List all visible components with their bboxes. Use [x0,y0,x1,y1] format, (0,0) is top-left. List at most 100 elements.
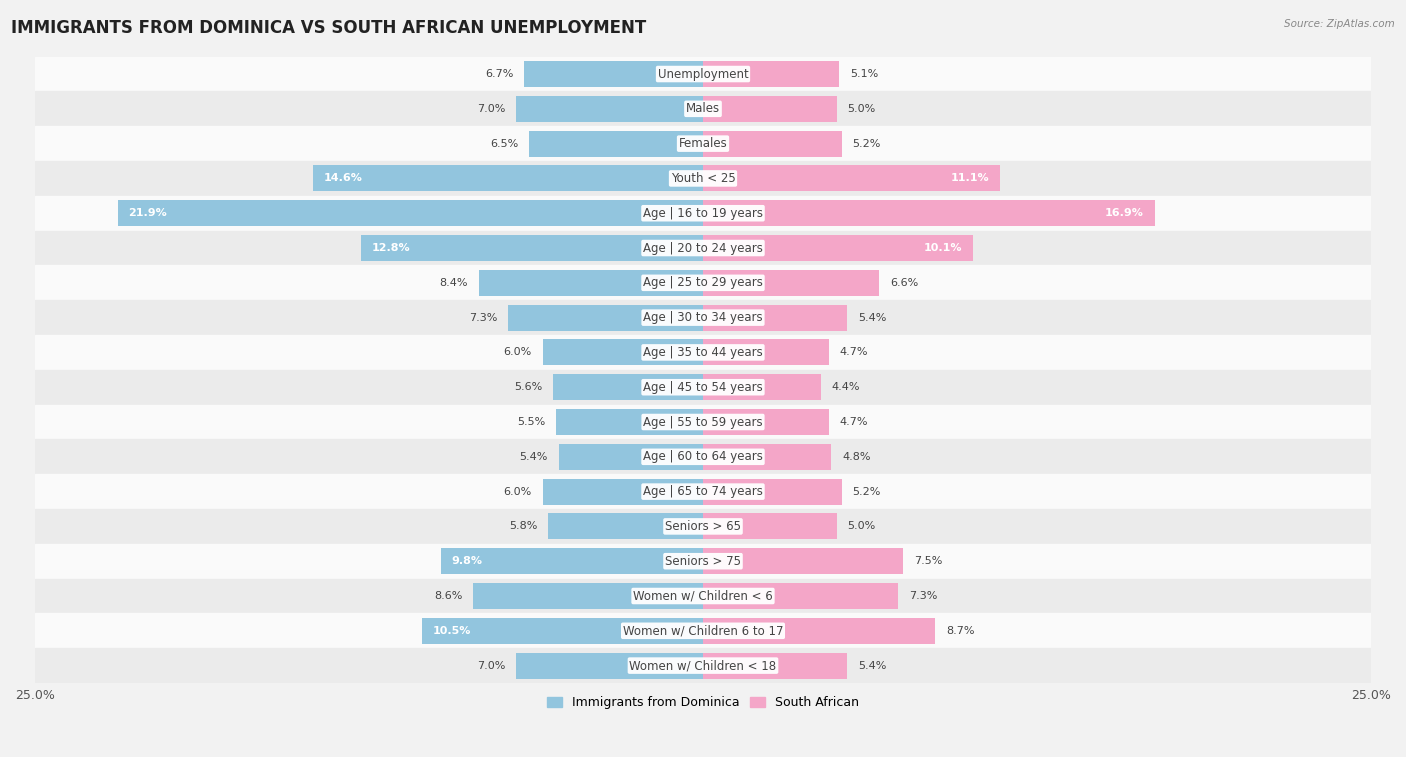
Bar [35,161,1371,196]
Text: Males: Males [686,102,720,115]
Bar [703,444,831,470]
Text: 7.3%: 7.3% [468,313,498,322]
Bar [35,92,1371,126]
Bar [361,235,703,261]
Bar [35,404,1371,439]
Text: 6.6%: 6.6% [890,278,918,288]
Bar [703,96,837,122]
Text: 21.9%: 21.9% [128,208,167,218]
Bar [558,444,703,470]
Text: 5.8%: 5.8% [509,522,537,531]
Bar [35,474,1371,509]
Text: IMMIGRANTS FROM DOMINICA VS SOUTH AFRICAN UNEMPLOYMENT: IMMIGRANTS FROM DOMINICA VS SOUTH AFRICA… [11,19,647,37]
Text: Age | 55 to 59 years: Age | 55 to 59 years [643,416,763,428]
Bar [478,269,703,296]
Bar [314,165,703,192]
Bar [703,61,839,87]
Bar [703,339,828,366]
Bar [508,304,703,331]
Bar [516,653,703,678]
Text: 9.8%: 9.8% [451,556,482,566]
Bar [703,130,842,157]
Bar [554,374,703,400]
Bar [524,61,703,87]
Bar [703,653,848,678]
Text: 5.1%: 5.1% [851,69,879,79]
Bar [35,613,1371,648]
Bar [703,548,904,575]
Text: 7.3%: 7.3% [908,591,938,601]
Text: Age | 60 to 64 years: Age | 60 to 64 years [643,450,763,463]
Text: 5.4%: 5.4% [520,452,548,462]
Bar [529,130,703,157]
Bar [703,165,1000,192]
Text: 5.2%: 5.2% [852,487,882,497]
Text: 7.0%: 7.0% [477,104,505,114]
Text: 5.0%: 5.0% [848,522,876,531]
Text: 6.0%: 6.0% [503,347,531,357]
Text: Females: Females [679,137,727,150]
Bar [703,409,828,435]
Bar [35,57,1371,92]
Text: Age | 45 to 54 years: Age | 45 to 54 years [643,381,763,394]
Bar [35,126,1371,161]
Text: 5.2%: 5.2% [852,139,882,148]
Text: 8.6%: 8.6% [434,591,463,601]
Bar [703,618,935,644]
Bar [703,478,842,505]
Bar [35,439,1371,474]
Bar [703,513,837,540]
Bar [703,583,898,609]
Text: 5.4%: 5.4% [858,313,886,322]
Text: 4.8%: 4.8% [842,452,870,462]
Text: Source: ZipAtlas.com: Source: ZipAtlas.com [1284,19,1395,29]
Text: 16.9%: 16.9% [1105,208,1144,218]
Bar [703,269,879,296]
Text: Age | 30 to 34 years: Age | 30 to 34 years [643,311,763,324]
Text: 4.7%: 4.7% [839,347,868,357]
Bar [516,96,703,122]
Text: 8.7%: 8.7% [946,626,974,636]
Text: 12.8%: 12.8% [371,243,411,253]
Bar [474,583,703,609]
Text: 5.0%: 5.0% [848,104,876,114]
Text: 5.4%: 5.4% [858,661,886,671]
Bar [543,478,703,505]
Text: Unemployment: Unemployment [658,67,748,80]
Text: 4.7%: 4.7% [839,417,868,427]
Text: Seniors > 65: Seniors > 65 [665,520,741,533]
Text: 7.5%: 7.5% [914,556,942,566]
Text: Women w/ Children < 18: Women w/ Children < 18 [630,659,776,672]
Bar [35,335,1371,370]
Bar [35,231,1371,266]
Text: Age | 35 to 44 years: Age | 35 to 44 years [643,346,763,359]
Text: 10.5%: 10.5% [433,626,471,636]
Text: 5.6%: 5.6% [515,382,543,392]
Text: 6.5%: 6.5% [491,139,519,148]
Text: Age | 25 to 29 years: Age | 25 to 29 years [643,276,763,289]
Bar [35,578,1371,613]
Text: Youth < 25: Youth < 25 [671,172,735,185]
Text: 8.4%: 8.4% [439,278,468,288]
Bar [118,200,703,226]
Text: Seniors > 75: Seniors > 75 [665,555,741,568]
Text: 5.5%: 5.5% [517,417,546,427]
Text: Age | 65 to 74 years: Age | 65 to 74 years [643,485,763,498]
Text: 7.0%: 7.0% [477,661,505,671]
Bar [703,235,973,261]
Bar [422,618,703,644]
Text: 6.0%: 6.0% [503,487,531,497]
Bar [35,301,1371,335]
Text: 4.4%: 4.4% [831,382,859,392]
Bar [35,648,1371,683]
Text: Age | 16 to 19 years: Age | 16 to 19 years [643,207,763,220]
Bar [35,370,1371,404]
Bar [35,544,1371,578]
Bar [35,509,1371,544]
Bar [35,266,1371,301]
Bar [543,339,703,366]
Text: 14.6%: 14.6% [323,173,363,183]
Bar [703,304,848,331]
Text: Women w/ Children 6 to 17: Women w/ Children 6 to 17 [623,625,783,637]
Text: 11.1%: 11.1% [950,173,988,183]
